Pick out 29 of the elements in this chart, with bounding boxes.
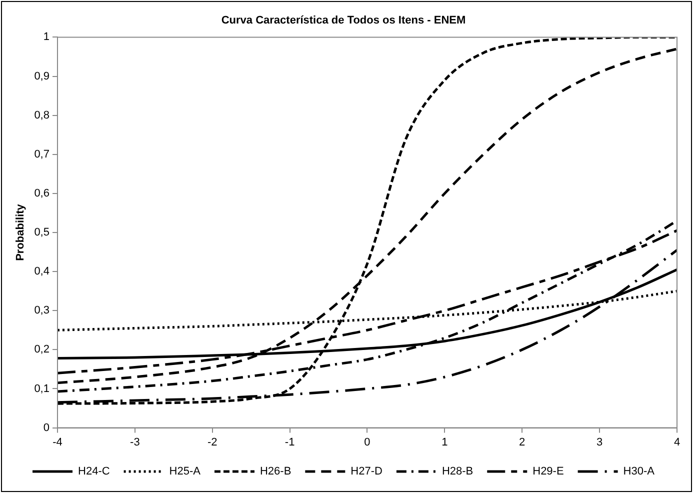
x-tick-label: -2: [207, 436, 218, 448]
y-tick-label: 0,6: [34, 187, 50, 200]
x-tick-label: 3: [596, 436, 603, 448]
y-tick-label: 0,9: [34, 70, 50, 82]
legend-label: H24-C: [78, 466, 110, 478]
legend-label: H28-B: [442, 466, 474, 478]
y-tick-label: 0,7: [34, 148, 50, 160]
y-tick-label: 0,5: [34, 226, 50, 239]
legend-label: H26-B: [260, 466, 292, 478]
x-tick-label: -3: [130, 436, 140, 448]
x-tick-label: -4: [52, 436, 62, 448]
legend-label: H25-A: [169, 466, 202, 478]
legend-label: H27-D: [350, 466, 383, 478]
y-tick-label: 1: [43, 31, 50, 44]
chart-title: Curva Característica de Todos os Itens - ENEM: [221, 14, 466, 27]
x-tick-label: 1: [442, 436, 448, 448]
x-tick-label: 4: [674, 436, 680, 448]
legend-label: H29-E: [532, 466, 564, 478]
x-tick-label: 2: [519, 436, 526, 448]
legend-label: H30-A: [623, 466, 656, 478]
y-tick-label: 0,1: [34, 382, 50, 395]
y-tick-label: 0,8: [34, 109, 50, 122]
x-tick-label: -1: [284, 436, 295, 448]
x-tick-label: 0: [364, 436, 370, 448]
y-tick-label: 0: [43, 422, 50, 434]
y-tick-label: 0,2: [34, 344, 50, 356]
y-tick-label: 0,3: [34, 304, 50, 317]
y-axis-title: Probability: [14, 203, 27, 261]
y-tick-label: 0,4: [34, 266, 50, 278]
